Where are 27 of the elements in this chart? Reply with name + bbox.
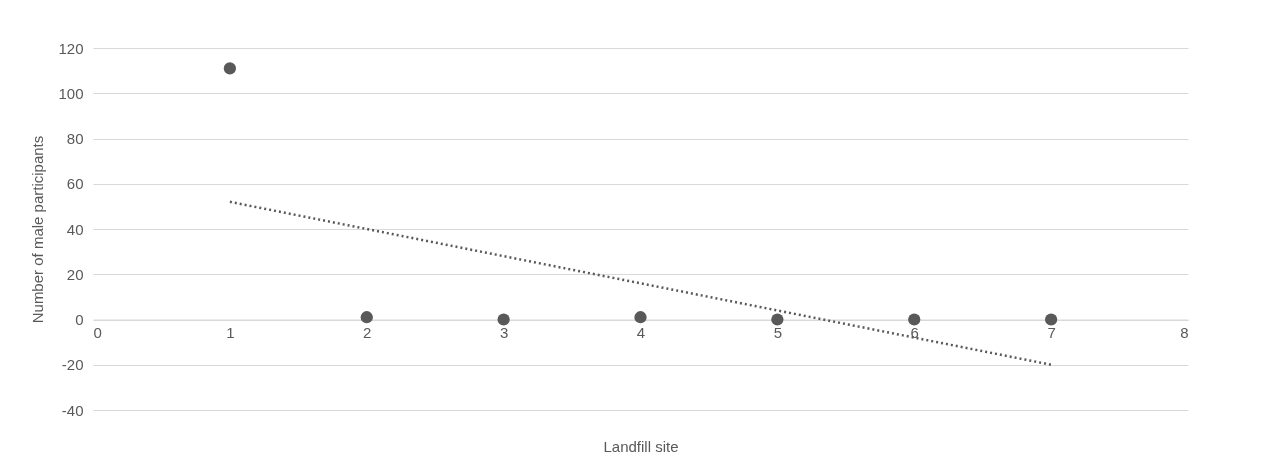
x-tick-label: 4 bbox=[636, 324, 646, 341]
x-tick-label: 7 bbox=[1047, 324, 1056, 341]
x-tick-label: 1 bbox=[226, 324, 235, 341]
y-tick-label: -20 bbox=[61, 356, 84, 374]
x-tick-label: 5 bbox=[773, 324, 783, 341]
y-tick-label: 80 bbox=[66, 130, 84, 147]
y-tick-label: 60 bbox=[66, 175, 84, 193]
y-axis-title: Number of male participants bbox=[29, 135, 47, 324]
point bbox=[771, 313, 784, 326]
x-tick-label: 0 bbox=[93, 324, 102, 341]
x-tick-label: 8 bbox=[1180, 324, 1189, 341]
y-tick-label: 120 bbox=[58, 39, 84, 57]
y-tick-label: 40 bbox=[66, 220, 84, 238]
y-tick-label: 0 bbox=[75, 311, 84, 328]
x-tick-label: 3 bbox=[499, 324, 509, 341]
y-tick-label: 20 bbox=[66, 265, 84, 283]
point bbox=[908, 313, 921, 326]
point bbox=[360, 311, 373, 324]
y-tick-label: 100 bbox=[58, 84, 84, 102]
y-tick-label: -40 bbox=[61, 401, 84, 419]
point bbox=[1045, 313, 1058, 326]
point bbox=[497, 313, 510, 326]
x-tick-label: 2 bbox=[363, 324, 372, 341]
point bbox=[223, 62, 236, 75]
x-axis-title: Landfill site bbox=[603, 437, 679, 455]
x-tick-label: 6 bbox=[910, 324, 919, 341]
point bbox=[634, 311, 647, 324]
